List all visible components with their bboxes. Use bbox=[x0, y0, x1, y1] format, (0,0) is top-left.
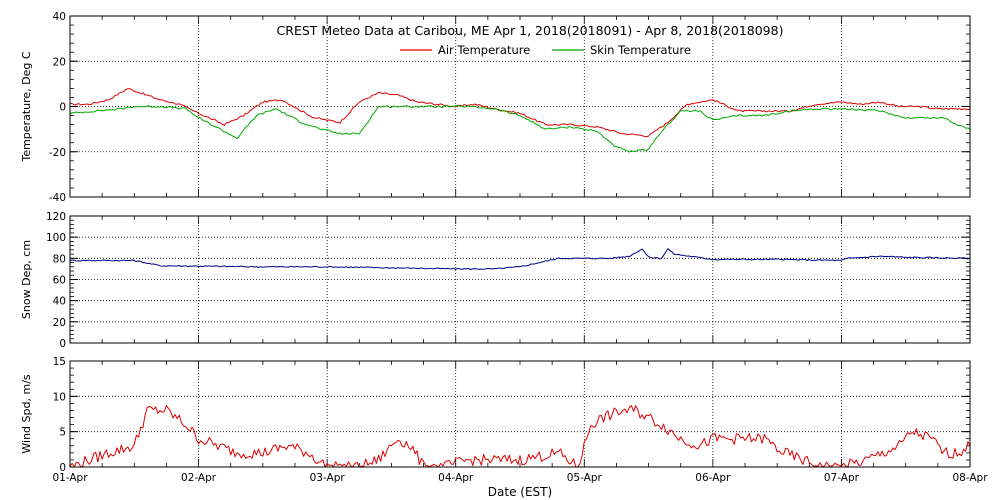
x-axis-label: Date (EST) bbox=[488, 485, 552, 499]
y-tick-label: -40 bbox=[49, 192, 66, 204]
x-tick-label: 03-Apr bbox=[310, 472, 346, 484]
series-line-air-temperature bbox=[70, 88, 971, 137]
y-axis-label: Snow Dep, cm bbox=[20, 240, 33, 319]
y-tick-label: 10 bbox=[53, 391, 66, 403]
series-line bbox=[69, 248, 971, 270]
series-line bbox=[69, 405, 971, 468]
y-tick-label: 100 bbox=[46, 232, 66, 244]
x-tick-label: 06-Apr bbox=[695, 472, 731, 484]
legend: Air Temperature Skin Temperature bbox=[400, 43, 691, 57]
legend-label-skin-temperature: Skin Temperature bbox=[590, 43, 691, 57]
y-tick-label: 20 bbox=[53, 317, 66, 329]
y-tick-label: 60 bbox=[53, 275, 66, 287]
legend-label-air-temperature: Air Temperature bbox=[438, 43, 530, 57]
plot-frame bbox=[69, 215, 971, 344]
plot-frame bbox=[69, 360, 971, 468]
x-tick-labels: 01-Apr 02-Apr 03-Apr 04-Apr 05-Apr 06-Apr 07-A… bbox=[52, 472, 988, 484]
x-tick-label: 07-Apr bbox=[824, 472, 860, 484]
y-tick-label: 120 bbox=[46, 211, 66, 223]
y-tick-label: 0 bbox=[59, 102, 66, 114]
series-line-skin-temperature bbox=[69, 105, 971, 153]
x-tick-label: 05-Apr bbox=[567, 472, 603, 484]
plot-frame bbox=[69, 15, 971, 198]
y-tick-label: 15 bbox=[53, 356, 66, 368]
x-tick-label: 08-Apr bbox=[952, 472, 988, 484]
y-axis-label: Temperature, Deg C bbox=[20, 51, 33, 162]
y-tick-label: 40 bbox=[53, 11, 66, 23]
temperature-panel: -40 -20 0 20 40 Temperature, Deg C bbox=[20, 11, 971, 204]
x-tick-label: 02-Apr bbox=[181, 472, 217, 484]
y-tick-label: -20 bbox=[49, 147, 66, 159]
y-tick-label: 20 bbox=[53, 56, 66, 68]
y-tick-label: 80 bbox=[53, 253, 66, 265]
x-tick-label: 01-Apr bbox=[52, 472, 88, 484]
x-tick-label: 04-Apr bbox=[438, 472, 474, 484]
wind-speed-panel: 0 5 10 15 Wind Spd, m/s bbox=[20, 356, 971, 474]
y-tick-label: 0 bbox=[59, 462, 66, 474]
chart-title: CREST Meteo Data at Caribou, ME Apr 1, 2… bbox=[277, 23, 784, 38]
y-tick-label: 0 bbox=[59, 338, 66, 350]
y-tick-label: 5 bbox=[59, 427, 66, 439]
y-axis-label: Wind Spd, m/s bbox=[20, 374, 33, 454]
snow-depth-panel: 0 20 40 60 80 100 120 Snow Dep, cm bbox=[20, 211, 971, 350]
y-tick-label: 40 bbox=[53, 296, 66, 308]
